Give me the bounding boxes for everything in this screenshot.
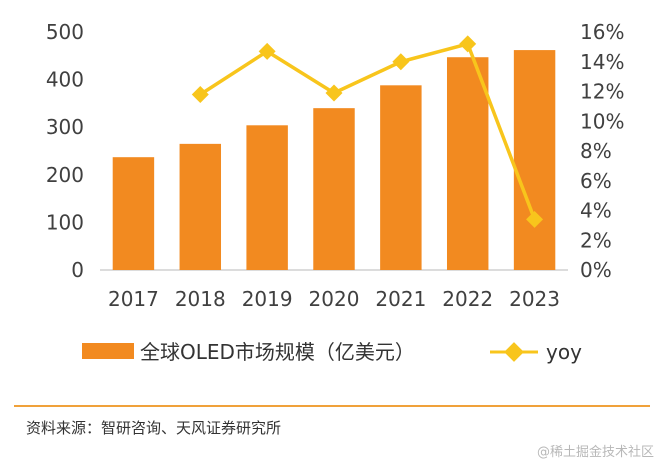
divider [14, 405, 650, 407]
bar [179, 143, 222, 270]
x-tick-label: 2019 [242, 287, 293, 311]
right-tick-label: 12% [580, 80, 624, 104]
bar [513, 50, 556, 271]
left-tick-label: 500 [46, 20, 84, 44]
yoy-point [459, 35, 477, 53]
left-tick-label: 100 [46, 210, 84, 234]
bar [446, 57, 489, 271]
left-tick-label: 200 [46, 163, 84, 187]
left-tick-label: 300 [46, 115, 84, 139]
yoy-point [526, 210, 544, 228]
bar [246, 125, 288, 271]
yoy-series [191, 35, 544, 228]
left-axis: 0 100 200 300 400 500 [46, 20, 84, 282]
yoy-point [392, 53, 410, 71]
x-tick-label: 2017 [108, 287, 159, 311]
x-tick-label: 2023 [509, 287, 560, 311]
left-tick-label: 0 [71, 258, 84, 282]
legend-line-marker [504, 342, 524, 362]
yoy-point [191, 85, 209, 103]
right-tick-label: 8% [580, 139, 612, 163]
x-tick-label: 2018 [175, 287, 226, 311]
right-tick-label: 0% [580, 258, 612, 282]
right-tick-label: 4% [580, 199, 612, 223]
x-axis: 2017 2018 2019 2020 2021 2022 2023 [108, 287, 560, 311]
left-tick-label: 400 [46, 68, 84, 92]
legend-line-label: yoy [546, 340, 582, 364]
yoy-point [325, 84, 343, 102]
right-tick-label: 6% [580, 169, 612, 193]
x-tick-label: 2021 [375, 287, 426, 311]
yoy-point [258, 42, 276, 60]
right-axis: 0% 2% 4% 6% 8% 10% 12% 14% 16% [580, 20, 624, 282]
bar-series [112, 50, 556, 271]
legend-bar-label: 全球OLED市场规模（亿美元） [140, 340, 415, 364]
bar [112, 157, 155, 270]
x-tick-label: 2020 [309, 287, 360, 311]
yoy-line [199, 42, 537, 221]
right-tick-label: 14% [580, 50, 624, 74]
watermark: @稀土掘金技术社区 [536, 445, 654, 460]
bar [313, 108, 355, 270]
right-tick-label: 10% [580, 109, 624, 133]
legend-bar-swatch [82, 343, 134, 359]
bar [380, 85, 422, 270]
legend: 全球OLED市场规模（亿美元） yoy [82, 340, 582, 364]
x-tick-label: 2022 [442, 287, 493, 311]
right-tick-label: 16% [580, 20, 624, 44]
right-tick-label: 2% [580, 228, 612, 252]
source-note: 资料来源：智研咨询、天风证券研究所 [26, 419, 282, 437]
